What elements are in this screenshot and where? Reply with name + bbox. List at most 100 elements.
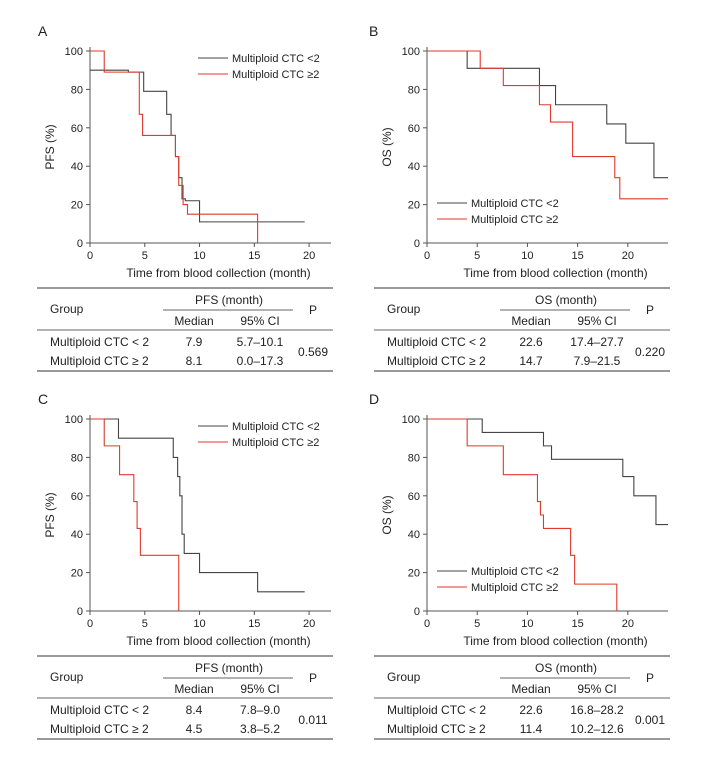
y-axis-title: PFS (%)	[43, 492, 57, 537]
y-tick-label: 100	[65, 46, 83, 58]
x-axis-title: Time from blood collection (month)	[126, 634, 310, 648]
y-axis-title: OS (%)	[380, 127, 394, 166]
x-tick-label: 5	[142, 250, 148, 262]
table-row-group: Multiploid CTC ≥ 2	[50, 722, 149, 736]
table-row-median: 7.9	[186, 335, 203, 349]
panel-b: B 0 20 40 60 80 100 0 5 10 15 20 Time from blood col…	[369, 23, 670, 372]
x-tick-label: 20	[622, 618, 634, 630]
table-row-group: Multiploid CTC < 2	[387, 703, 486, 717]
y-tick-label: 0	[414, 606, 420, 618]
table-header-ci: 95% CI	[240, 314, 279, 328]
table-p-value: 0.220	[635, 345, 665, 359]
table-row-median: 8.4	[186, 703, 203, 717]
table-header-group: Group	[387, 670, 421, 684]
y-tick-label: 40	[71, 529, 83, 541]
table-row-median: 11.4	[520, 722, 543, 736]
table-row-ci: 5.7–10.1	[237, 335, 284, 349]
table-header-median: Median	[174, 314, 213, 328]
x-tick-label: 0	[87, 618, 93, 630]
legend-label: Multiploid CTC <2	[471, 198, 559, 210]
x-tick-label: 15	[248, 618, 260, 630]
table-row-group: Multiploid CTC ≥ 2	[387, 354, 486, 368]
y-tick-label: 0	[77, 238, 83, 250]
table-p-value: 0.569	[298, 345, 328, 359]
y-tick-label: 60	[71, 123, 83, 135]
table-row-group: Multiploid CTC ≥ 2	[387, 722, 486, 736]
y-tick-label: 80	[408, 452, 420, 464]
table-header-measure: OS (month)	[535, 661, 597, 675]
legend-label: Multiploid CTC ≥2	[232, 69, 319, 81]
x-tick-label: 20	[303, 250, 315, 262]
series-ctc-ge2-line	[90, 418, 180, 611]
table-header-group: Group	[50, 302, 84, 316]
y-tick-label: 40	[408, 529, 420, 541]
y-tick-label: 80	[408, 84, 420, 96]
legend-label: Multiploid CTC ≥2	[471, 582, 558, 594]
series-ctc-lt2-line	[427, 418, 668, 526]
y-tick-label: 80	[71, 452, 83, 464]
x-axis-title: Time from blood collection (month)	[463, 634, 647, 648]
x-tick-label: 0	[87, 250, 93, 262]
table-row-ci: 3.8–5.2	[240, 722, 280, 736]
x-axis-title: Time from blood collection (month)	[463, 266, 647, 280]
x-tick-label: 20	[303, 618, 315, 630]
table-row-ci: 10.2–12.6	[570, 722, 624, 736]
y-tick-label: 100	[65, 414, 83, 426]
panel-letter: C	[38, 391, 48, 407]
y-tick-label: 100	[402, 414, 420, 426]
y-tick-label: 100	[402, 46, 420, 58]
table-header-ci: 95% CI	[577, 682, 616, 696]
table-p-value: 0.011	[298, 713, 327, 727]
table-header-p: P	[309, 671, 317, 685]
y-tick-label: 0	[77, 606, 83, 618]
table-header-median: Median	[511, 682, 550, 696]
table-p-value: 0.001	[635, 713, 665, 727]
series-ctc-ge2-line	[427, 50, 668, 200]
x-tick-label: 0	[424, 618, 430, 630]
legend-label: Multiploid CTC ≥2	[471, 214, 558, 226]
table-header-p: P	[646, 303, 654, 317]
table-row-median: 22.6	[519, 703, 543, 717]
table-row-median: 14.7	[519, 354, 543, 368]
table-header-measure: OS (month)	[535, 293, 597, 307]
table-row-ci: 7.9–21.5	[574, 354, 621, 368]
y-tick-label: 20	[408, 200, 420, 212]
y-tick-label: 20	[71, 568, 83, 580]
x-tick-label: 10	[193, 250, 205, 262]
table-row-group: Multiploid CTC < 2	[387, 335, 486, 349]
x-axis-title: Time from blood collection (month)	[126, 266, 310, 280]
panel-c: C 0 20 40 60 80 100 0 5 10 15 20 Time from blood col…	[37, 391, 333, 740]
table-row-group: Multiploid CTC < 2	[50, 703, 149, 717]
table-row-ci: 17.4–27.7	[570, 335, 624, 349]
x-tick-label: 5	[474, 618, 480, 630]
panel-letter: A	[38, 23, 48, 39]
y-axis-title: PFS (%)	[43, 124, 57, 169]
table-header-group: Group	[50, 670, 84, 684]
legend-label: Multiploid CTC <2	[471, 566, 559, 578]
panel-d: D 0 20 40 60 80 100 0 5 10 15 20 Time from blood col…	[369, 391, 670, 740]
x-tick-label: 10	[521, 250, 533, 262]
series-ctc-ge2-line	[90, 50, 259, 243]
table-header-ci: 95% CI	[577, 314, 616, 328]
legend-label: Multiploid CTC ≥2	[232, 437, 319, 449]
y-tick-label: 60	[408, 123, 420, 135]
x-tick-label: 15	[572, 250, 584, 262]
table-header-ci: 95% CI	[240, 682, 279, 696]
panel-letter: D	[369, 391, 379, 407]
table-header-median: Median	[174, 682, 213, 696]
legend-label: Multiploid CTC <2	[232, 421, 320, 433]
table-row-median: 4.5	[186, 722, 203, 736]
table-header-measure: PFS (month)	[195, 661, 263, 675]
y-tick-label: 60	[408, 491, 420, 503]
series-ctc-lt2-line	[427, 50, 668, 179]
y-tick-label: 20	[408, 568, 420, 580]
table-header-p: P	[309, 303, 317, 317]
table-header-measure: PFS (month)	[195, 293, 263, 307]
series-ctc-lt2-line	[90, 69, 305, 223]
table-row-ci: 7.8–9.0	[240, 703, 280, 717]
panel-letter: B	[369, 23, 378, 39]
table-row-group: Multiploid CTC < 2	[50, 335, 149, 349]
x-tick-label: 10	[193, 618, 205, 630]
x-tick-label: 5	[474, 250, 480, 262]
